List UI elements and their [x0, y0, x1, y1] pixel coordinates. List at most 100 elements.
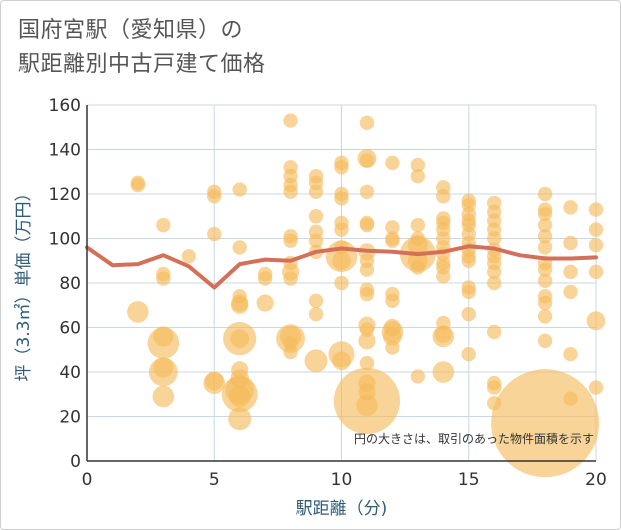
data-bubble	[385, 233, 400, 248]
data-bubble	[537, 186, 553, 202]
data-bubble	[563, 347, 578, 362]
data-bubble	[156, 271, 171, 286]
chart-title-line-1: 国府宮駅（愛知県）の	[18, 18, 244, 43]
data-bubble	[130, 177, 146, 193]
data-bubble	[334, 222, 349, 237]
data-bubble	[410, 260, 426, 275]
data-bubble	[537, 217, 553, 233]
data-bubble	[228, 385, 251, 408]
data-bubble	[359, 217, 375, 233]
data-bubble	[207, 189, 222, 204]
y-tick-label: 80	[59, 274, 81, 294]
y-tick-label: 20	[59, 408, 81, 428]
data-bubble	[228, 407, 252, 431]
data-bubble	[308, 293, 324, 308]
data-bubble	[586, 311, 606, 331]
y-tick-label: 160	[49, 96, 81, 116]
data-bubble	[461, 253, 476, 268]
x-tick-label: 5	[209, 470, 220, 490]
data-bubble	[410, 157, 426, 173]
data-bubble	[283, 184, 298, 199]
y-tick-label: 120	[49, 185, 81, 205]
data-bubble	[487, 324, 502, 340]
data-bubble	[257, 271, 273, 286]
data-bubble	[563, 235, 578, 251]
y-tick-labels: 0 20 40 60 80 100 120 140 160	[49, 96, 81, 472]
data-bubble	[334, 160, 349, 175]
data-bubble	[383, 327, 402, 346]
data-bubble	[232, 240, 247, 255]
data-bubble	[436, 189, 451, 204]
data-bubble	[537, 333, 553, 349]
data-bubble	[231, 296, 249, 314]
y-tick-label: 100	[49, 230, 81, 250]
x-tick-labels: 0 5 10 15 20	[82, 470, 607, 490]
data-bubble	[283, 271, 298, 286]
bubble-size-note: 円の大きさは、取引のあった物件面積を示す	[354, 431, 594, 446]
data-bubble	[256, 294, 274, 312]
data-bubble	[308, 233, 324, 248]
data-bubble	[563, 200, 578, 215]
data-bubble	[385, 220, 400, 235]
data-bubble	[147, 327, 180, 359]
data-bubble	[385, 155, 400, 171]
data-bubble	[334, 191, 349, 206]
data-bubble	[537, 229, 553, 244]
x-tick-label: 10	[331, 470, 353, 490]
data-bubble	[436, 269, 451, 284]
data-bubble	[461, 306, 476, 322]
data-bubble	[487, 275, 502, 291]
x-axis-title: 駅距離（分)	[296, 499, 388, 519]
data-bubble	[461, 284, 476, 300]
y-tick-label: 0	[70, 452, 81, 472]
data-bubble	[537, 273, 553, 288]
data-bubble	[283, 113, 298, 128]
data-bubble	[359, 115, 375, 130]
data-bubble	[332, 251, 351, 271]
data-bubble	[156, 217, 171, 233]
data-bubble	[304, 349, 328, 373]
data-bubble	[563, 264, 578, 280]
y-axis-title: 坪（3.3㎡）単価（万円）	[14, 184, 34, 381]
data-bubble	[152, 385, 175, 408]
axes	[86, 105, 596, 462]
data-bubble	[207, 226, 222, 242]
data-bubble	[359, 355, 375, 371]
data-bubble	[385, 293, 400, 308]
data-bubble	[385, 340, 400, 355]
data-bubble	[308, 306, 324, 322]
data-bubble	[537, 295, 553, 311]
data-bubble	[358, 332, 376, 350]
data-bubble	[359, 262, 375, 277]
bubble-series	[127, 113, 606, 478]
data-bubble	[332, 351, 351, 371]
data-bubble	[537, 262, 553, 277]
average-price-line	[85, 244, 598, 290]
data-bubble	[127, 301, 149, 323]
chart-title-line-2: 駅距離別中古戸建て価格	[18, 52, 266, 77]
data-bubble	[308, 184, 324, 199]
data-bubble	[537, 206, 553, 222]
data-bubble	[588, 264, 604, 280]
data-bubble	[283, 233, 298, 248]
data-bubble	[181, 249, 196, 264]
data-bubble	[588, 202, 604, 217]
y-tick-label: 60	[59, 319, 81, 339]
chart-title: 国府宮駅（愛知県）の 駅距離別中古戸建て価格	[18, 14, 266, 82]
data-bubble	[410, 369, 426, 384]
data-bubble	[432, 361, 455, 383]
data-bubble	[537, 309, 553, 324]
data-bubble	[359, 184, 375, 199]
y-tick-label: 140	[49, 141, 81, 161]
data-bubble	[410, 217, 426, 233]
data-bubble	[359, 153, 375, 168]
data-bubble	[232, 182, 247, 197]
data-bubble	[203, 372, 226, 394]
data-bubble	[432, 325, 455, 348]
x-tick-label: 0	[82, 470, 93, 490]
data-bubble	[359, 286, 375, 302]
data-bubble	[487, 231, 502, 246]
data-bubble	[461, 347, 476, 362]
x-tick-label: 15	[458, 470, 480, 490]
data-bubble	[487, 380, 502, 395]
